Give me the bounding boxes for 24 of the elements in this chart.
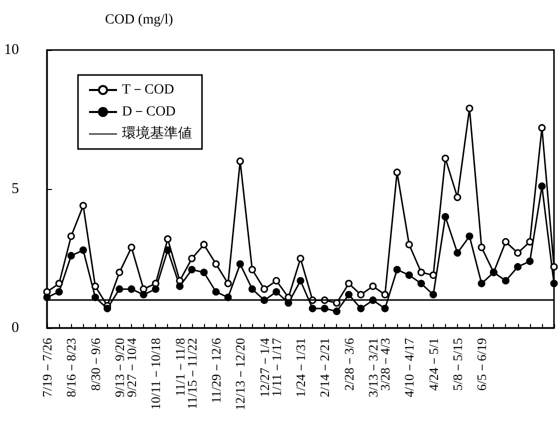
x-tick-label: 2/14－2/21 — [317, 338, 332, 398]
x-tick-label: 8/30－9/6 — [88, 338, 103, 391]
x-tick-label: 8/16－8/23 — [64, 338, 79, 398]
legend-label: 環境基準値 — [122, 126, 192, 142]
x-tick-label: 6/5－6/19 — [474, 338, 490, 391]
x-tick-label: 3/28－4/3 — [378, 338, 392, 391]
y-tick-label: 10 — [4, 42, 19, 58]
x-tick-label: 11/29－12/6 — [208, 338, 224, 404]
x-tick-label: 10/11－10/18 — [148, 338, 164, 410]
y-tick-label: 0 — [12, 320, 19, 336]
x-tick-label: 2/28－3/6 — [341, 338, 356, 391]
x-tick-label: 3/13－3/21 — [365, 338, 380, 398]
x-tick-label: 12/13－12/20 — [232, 338, 248, 410]
x-tick-label: 5/8－5/15 — [450, 338, 465, 391]
legend-label: D－COD — [122, 104, 176, 120]
x-tick-label: 4/10－4/17 — [402, 338, 417, 398]
x-tick-label: 7/19－7/26 — [40, 338, 54, 398]
legend-label: T－COD — [122, 82, 174, 98]
y-tick-label: 5 — [12, 181, 19, 197]
y-axis-title: COD (mg/l) — [105, 12, 174, 28]
x-tick-label: 9/13－9/20 — [112, 338, 127, 398]
x-tick-label: 4/24－5/1 — [426, 338, 441, 391]
x-tick-label: 1/24－1/31 — [293, 338, 308, 398]
x-tick-label: 9/27－10/4 — [124, 338, 139, 398]
